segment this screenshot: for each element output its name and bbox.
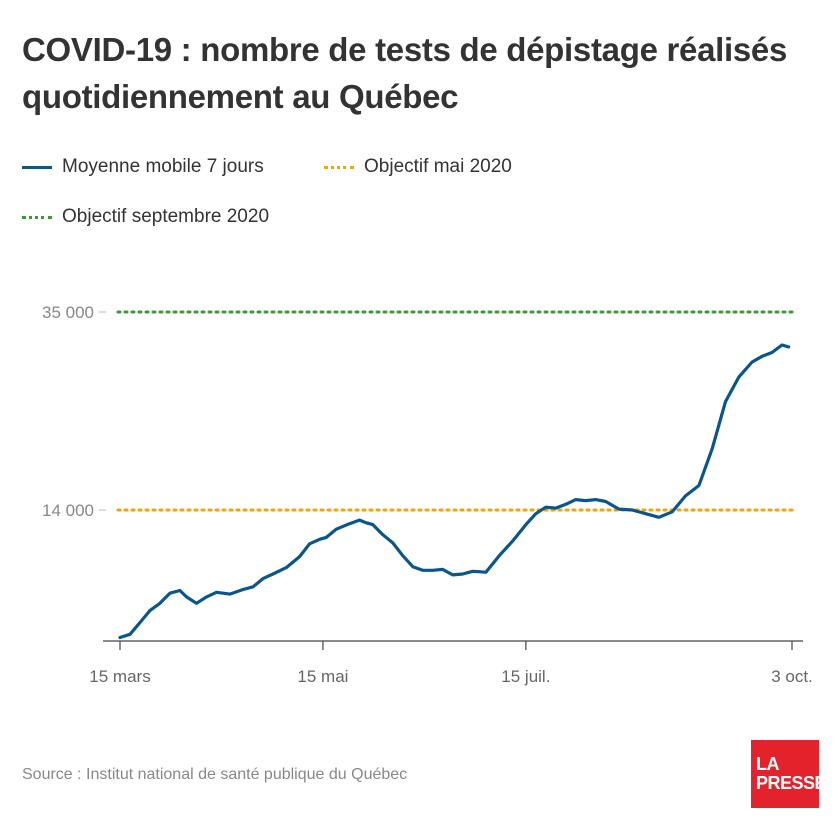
legend-item-objective-may: Objectif mai 2020 (324, 154, 512, 180)
legend-swatch-dotted-green (22, 215, 52, 219)
la-presse-logo: LA PRESSE (751, 740, 827, 808)
legend-item-objective-september: Objectif septembre 2020 (22, 204, 269, 230)
logo-line-2: PRESSE (756, 773, 827, 793)
legend-swatch-solid (22, 165, 52, 169)
source-note: Source : Institut national de santé publ… (22, 766, 408, 783)
legend-label-objective-september: Objectif septembre 2020 (62, 206, 270, 227)
legend-label-objective-may: Objectif mai 2020 (364, 156, 512, 177)
legend-swatch-dotted-orange (324, 165, 354, 169)
legend-item-moving-average: Moyenne mobile 7 jours (22, 154, 264, 180)
x-tick-label-3: 3 oct. (771, 667, 813, 686)
legend-label-moving-average: Moyenne mobile 7 jours (62, 156, 264, 177)
y-tick-label-1: 35 000 (42, 303, 94, 322)
x-axis-ticks: 15 mars 15 mai 15 juil. 3 oct. (89, 641, 813, 686)
x-tick-label-2: 15 juil. (501, 667, 550, 686)
series-line-moving-average (118, 343, 791, 640)
line-chart: 14 000 35 000 15 mars 15 mai 15 juil. 3 oct. (42, 303, 813, 686)
y-tick-label-0: 14 000 (42, 501, 94, 520)
x-tick-label-1: 15 mai (297, 667, 348, 686)
logo-line-1: LA (756, 754, 780, 774)
y-axis-ticks: 14 000 35 000 (42, 303, 106, 520)
x-tick-label-0: 15 mars (89, 667, 150, 686)
chart-title: COVID-19 : nombre de tests de dépistage … (22, 31, 788, 115)
reference-lines (116, 310, 794, 512)
